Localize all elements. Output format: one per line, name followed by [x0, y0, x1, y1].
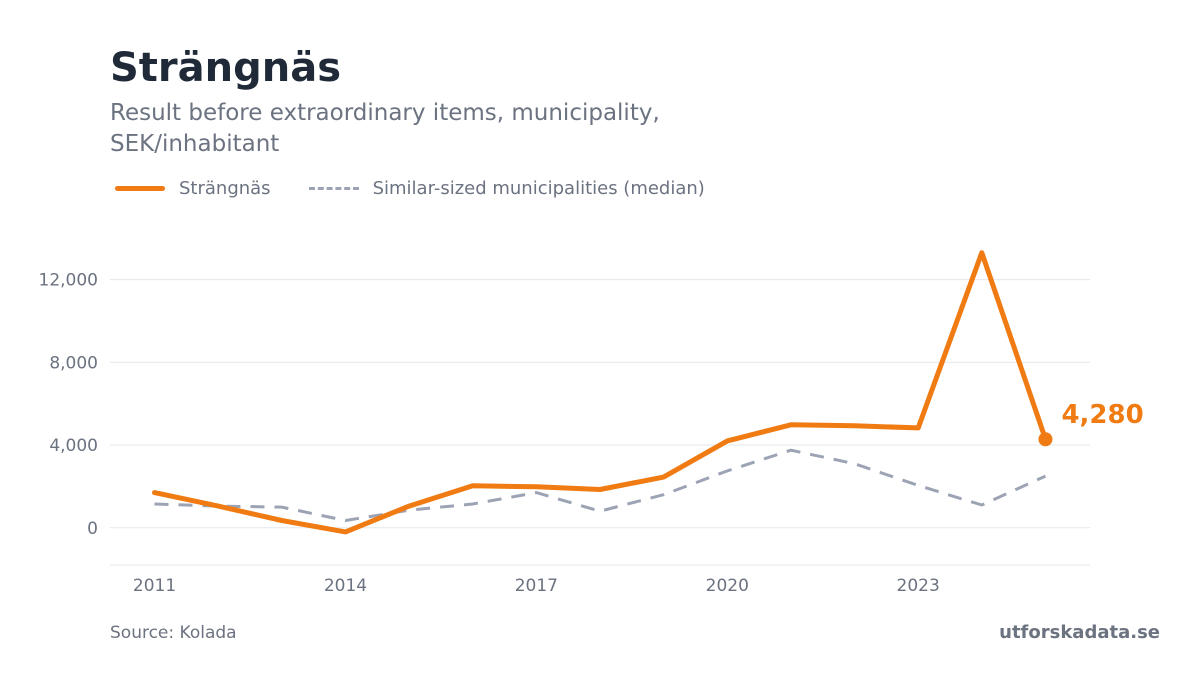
- x-tick-label: 2017: [515, 576, 558, 596]
- legend-swatch-primary: [115, 186, 165, 191]
- y-tick-label: 4,000: [49, 436, 98, 456]
- series-line-primary: [152, 250, 1048, 535]
- x-tick-label: 2020: [706, 576, 749, 596]
- series-line-median: [154, 448, 1047, 522]
- end-point-marker: [1038, 432, 1053, 447]
- x-tick-label: 2011: [133, 576, 176, 596]
- legend-swatch-median: [308, 187, 359, 190]
- chart-title: Strängnäs: [110, 45, 342, 91]
- chart-subtitle: Result before extraordinary items, munic…: [110, 100, 660, 157]
- legend-item-median: Similar-sized municipalities (median): [308, 178, 705, 199]
- y-tick-label: 0: [87, 519, 98, 539]
- legend-item-primary: Strängnäs: [115, 178, 271, 199]
- y-tick-label: 12,000: [39, 271, 98, 291]
- source-note: Source: Kolada: [110, 623, 237, 643]
- y-tick-label: 8,000: [49, 353, 98, 373]
- legend-label-median: Similar-sized municipalities (median): [372, 178, 705, 199]
- legend-label-primary: Strängnäs: [179, 178, 271, 199]
- legend: Strängnäs Similar-sized municipalities (…: [115, 178, 705, 199]
- end-value-label: 4,280: [1061, 400, 1143, 430]
- x-tick-label: 2023: [897, 576, 940, 596]
- brand-label: utforskadata.se: [999, 622, 1160, 643]
- x-tick-label: 2014: [324, 576, 367, 596]
